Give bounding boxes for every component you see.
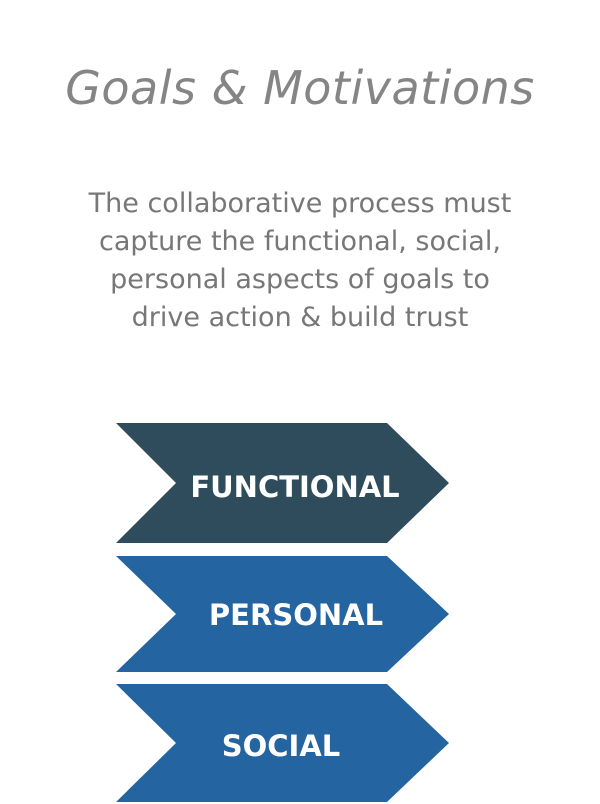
subtitle-line-2: capture the functional, social, [99, 226, 501, 257]
subtitle-line-4: drive action & build trust [131, 302, 469, 333]
chevron-personal: PERSONAL [116, 556, 449, 672]
chevron-personal-shape [116, 556, 449, 672]
chevron-functional-label: FUNCTIONAL [190, 470, 399, 504]
chevron-social-shape [116, 684, 449, 802]
chevron-functional-shape [116, 423, 449, 543]
subtitle-line-3: personal aspects of goals to [110, 264, 490, 295]
slide-subtitle: The collaborative process must capture t… [40, 185, 560, 337]
subtitle-line-1: The collaborative process must [88, 188, 512, 219]
slide-title: Goals & Motivations [65, 61, 535, 115]
chevron-social: SOCIAL [116, 684, 449, 802]
chevron-personal-label: PERSONAL [209, 598, 383, 632]
chevron-functional: FUNCTIONAL [116, 423, 449, 543]
chevron-social-label: SOCIAL [222, 729, 341, 763]
